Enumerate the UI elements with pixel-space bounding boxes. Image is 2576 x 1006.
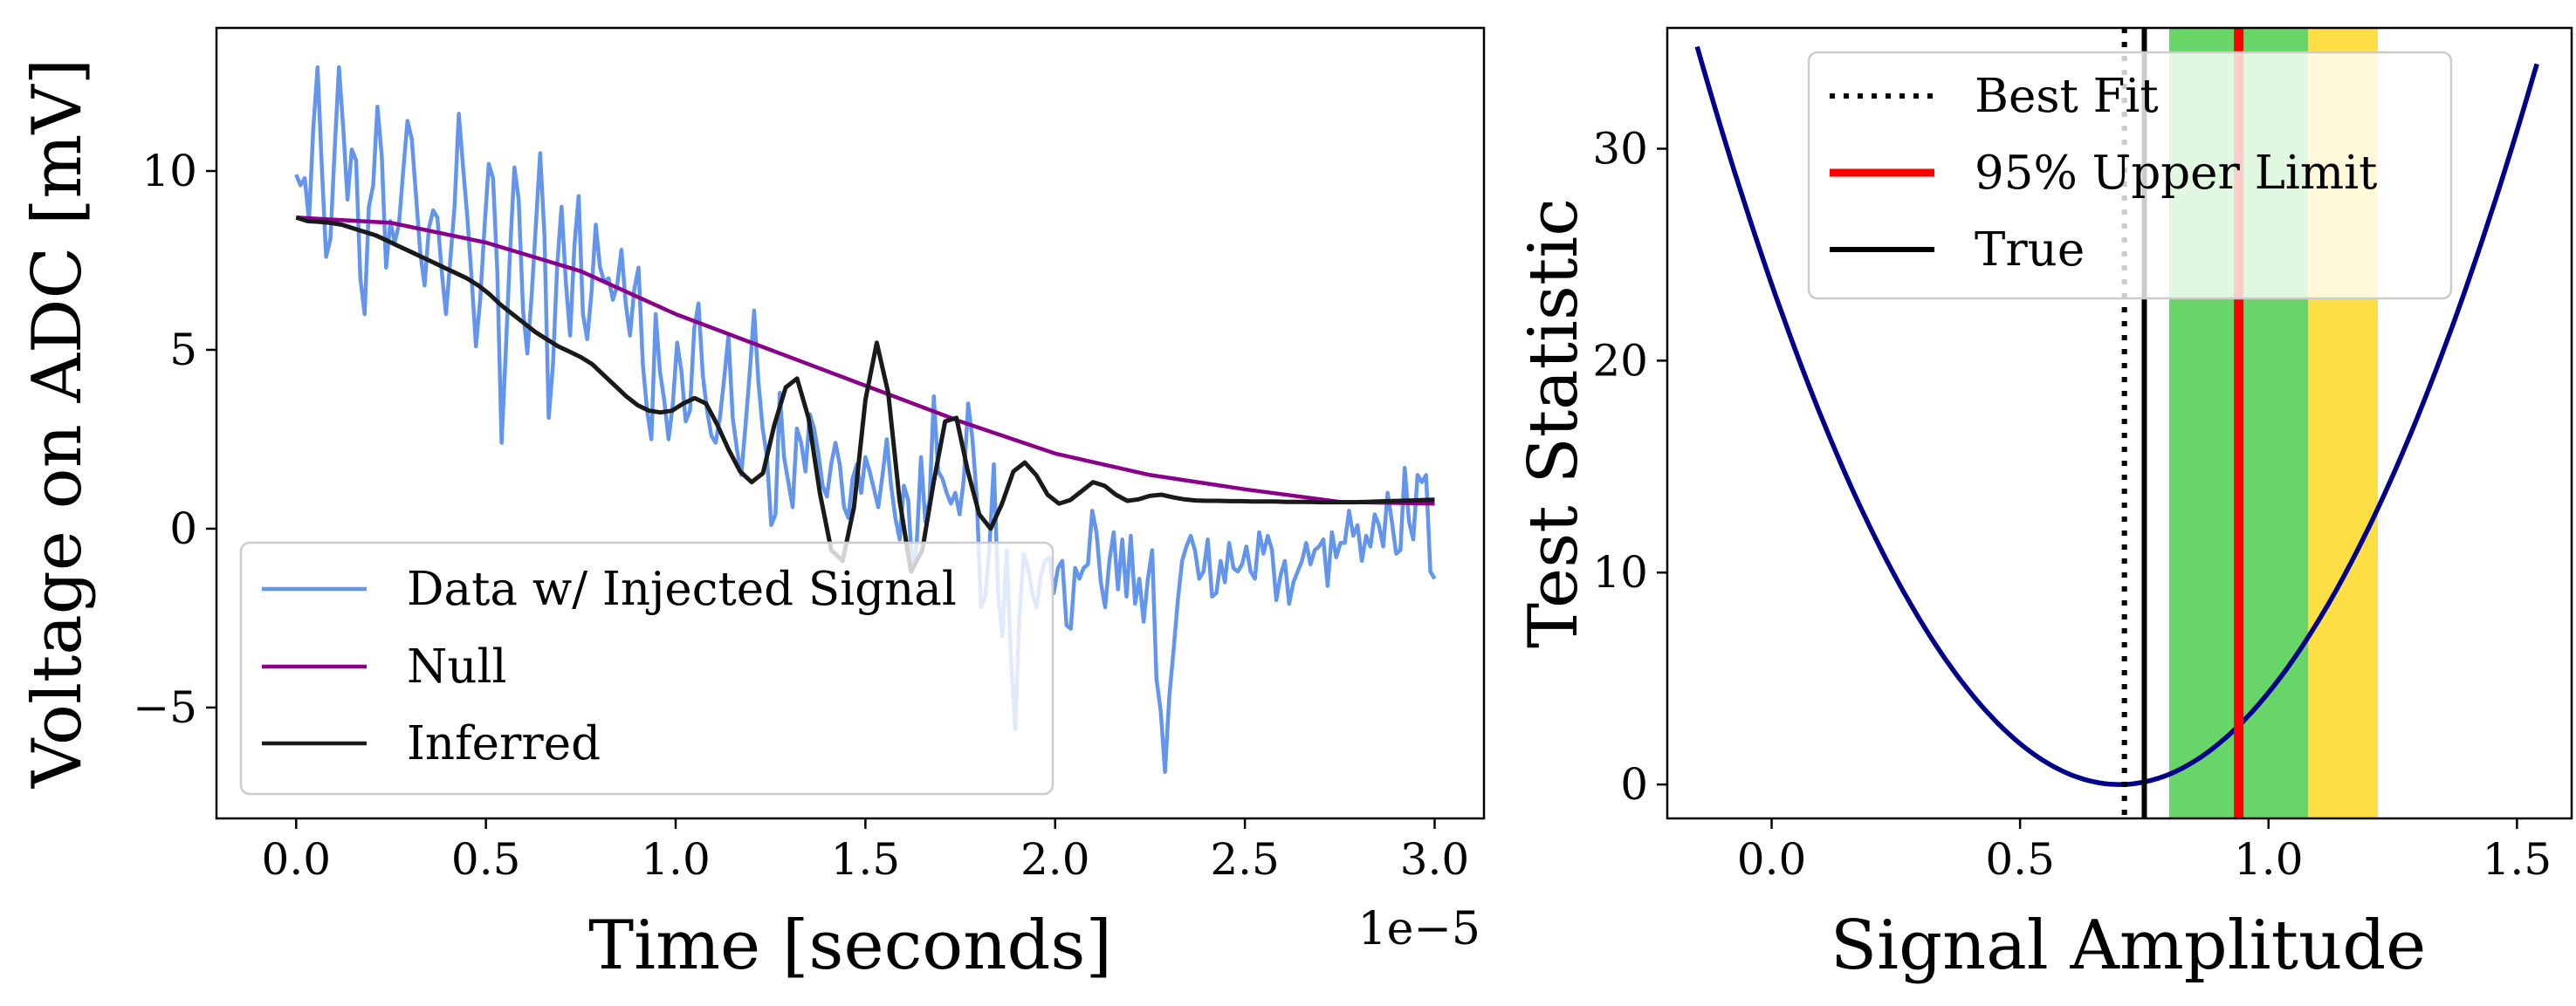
- right-y-tick-label: 20: [1592, 335, 1648, 386]
- left-x-tick-label: 2.5: [1210, 834, 1280, 885]
- left-x-offset-label: 1e−5: [1357, 903, 1480, 955]
- legend-label-null: Null: [407, 640, 506, 694]
- right-panel: 0.0 0.5 1.0 1.5 0 10 20 30 Signal Amplitude Tes…: [1515, 26, 2573, 985]
- left-x-tick-label: 0.5: [451, 834, 521, 885]
- left-y-tick-label: 0: [169, 503, 197, 554]
- series-inferred: [295, 215, 1435, 574]
- right-y-axis-title: Test Statistic: [1515, 198, 1593, 648]
- test-statistic-curve: [1694, 45, 2539, 787]
- left-x-axis-title: Time [seconds]: [588, 907, 1112, 985]
- left-x-tick-label: 3.0: [1400, 834, 1470, 885]
- series-data-injected-signal: [294, 65, 1437, 774]
- left-panel: 0.0 0.5 1.0 1.5 2.0 2.5 3.0 −5 0 5 10 Time [second…: [18, 26, 1486, 985]
- left-x-tick-label: 1.0: [641, 834, 711, 885]
- legend-label-inferred: Inferred: [407, 717, 601, 770]
- left-y-tick-label: −5: [133, 682, 197, 733]
- left-x-tick-label: 1.5: [831, 834, 901, 885]
- left-legend: Data w/ Injected Signal Null Inferred: [239, 541, 1054, 796]
- right-x-tick-label: 0.0: [1737, 834, 1807, 885]
- left-legend-box: [239, 541, 1054, 796]
- left-y-tick-label: 5: [169, 325, 197, 375]
- right-legend: Best Fit 95% Upper Limit True: [1807, 51, 2453, 300]
- legend-label-true: True: [1975, 223, 2085, 277]
- right-x-tick-label: 1.5: [2483, 834, 2552, 885]
- right-x-axis-title: Signal Amplitude: [1831, 907, 2427, 985]
- right-plot-frame: [1666, 26, 2573, 820]
- right-y-tick-label: 30: [1592, 123, 1648, 174]
- left-x-tick-label: 2.0: [1020, 834, 1090, 885]
- right-x-tick-label: 1.0: [2234, 834, 2304, 885]
- right-x-tick-label: 0.5: [1985, 834, 2055, 885]
- legend-label-best-fit: Best Fit: [1975, 70, 2159, 123]
- left-x-tick-label: 0.0: [262, 834, 332, 885]
- legend-label-upper-limit: 95% Upper Limit: [1975, 147, 2377, 200]
- left-y-tick-label: 10: [141, 146, 197, 196]
- right-y-tick-label: 10: [1592, 547, 1648, 598]
- left-y-axis-title: Voltage on ADC [mV]: [18, 58, 97, 789]
- right-y-tick-label: 0: [1620, 759, 1648, 810]
- right-legend-box: [1807, 51, 2453, 300]
- left-plot-frame: [215, 26, 1486, 820]
- series-null: [296, 216, 1435, 506]
- legend-label-data: Data w/ Injected Signal: [407, 563, 957, 616]
